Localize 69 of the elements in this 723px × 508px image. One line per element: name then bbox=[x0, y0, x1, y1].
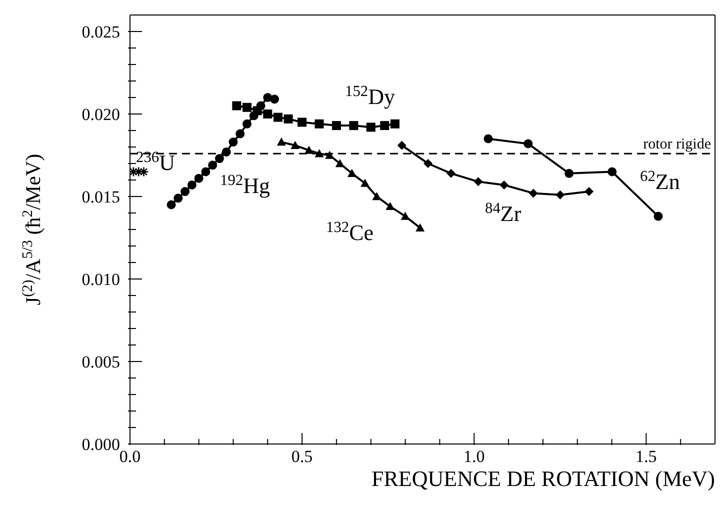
point bbox=[335, 159, 344, 168]
point bbox=[390, 119, 400, 128]
y-tick-label: 0.005 bbox=[82, 352, 120, 372]
annotation: $^{152}$Dy bbox=[345, 82, 395, 109]
x-tick-label: 1.0 bbox=[463, 447, 485, 466]
point bbox=[270, 94, 280, 104]
annotation: $^{192}$Hg bbox=[220, 172, 270, 198]
ref-line-label: rotor rigide bbox=[643, 136, 712, 153]
point bbox=[528, 188, 538, 198]
point bbox=[166, 200, 176, 210]
annotation: $^{236}$U bbox=[136, 148, 176, 175]
point bbox=[349, 121, 358, 130]
point bbox=[236, 129, 245, 138]
point bbox=[208, 160, 218, 170]
point bbox=[242, 102, 252, 112]
point bbox=[500, 180, 509, 190]
y-tick-label: 0.025 bbox=[82, 22, 120, 42]
point bbox=[187, 180, 196, 190]
point bbox=[194, 174, 204, 183]
point bbox=[332, 121, 341, 130]
point bbox=[276, 138, 286, 146]
point bbox=[174, 194, 183, 203]
y-tick-label: 0.000 bbox=[82, 435, 120, 454]
point bbox=[290, 140, 300, 149]
y-tick-label: 0.020 bbox=[82, 105, 120, 124]
point bbox=[242, 119, 252, 128]
point bbox=[252, 106, 262, 116]
point bbox=[584, 187, 594, 196]
point bbox=[386, 202, 395, 210]
point bbox=[214, 154, 224, 164]
point bbox=[524, 139, 533, 148]
point bbox=[138, 166, 149, 177]
point bbox=[424, 159, 433, 168]
point bbox=[298, 118, 307, 127]
y-tick-label: 0.010 bbox=[82, 270, 120, 289]
point bbox=[446, 168, 456, 178]
y-tick-label: 0.015 bbox=[82, 188, 120, 206]
x-tick-label: 1.5 bbox=[636, 447, 657, 466]
point bbox=[556, 190, 565, 200]
point bbox=[380, 121, 390, 130]
point bbox=[564, 168, 574, 178]
point bbox=[314, 149, 324, 158]
annotation: $^{84}$Zr bbox=[485, 200, 522, 226]
point bbox=[654, 212, 663, 221]
point bbox=[304, 146, 314, 154]
point bbox=[360, 178, 370, 187]
point bbox=[180, 187, 190, 196]
point bbox=[284, 114, 293, 124]
point bbox=[228, 138, 238, 147]
point bbox=[372, 192, 382, 200]
point bbox=[201, 167, 210, 176]
point bbox=[366, 122, 376, 132]
point bbox=[314, 119, 324, 128]
point bbox=[397, 140, 406, 150]
point bbox=[263, 110, 272, 118]
point bbox=[400, 212, 410, 220]
point bbox=[232, 101, 242, 110]
annotation: $^{132}$Ce bbox=[326, 218, 374, 245]
x-tick-label: 0.5 bbox=[291, 447, 313, 466]
point bbox=[222, 147, 231, 156]
point bbox=[608, 167, 617, 176]
x-tick-label: 0.0 bbox=[119, 447, 141, 466]
annotation: $^{62}$Zn bbox=[640, 168, 680, 194]
point bbox=[484, 134, 493, 144]
point bbox=[474, 177, 483, 186]
x-axis-title: FREQUENCE DE ROTATION (MeV) bbox=[372, 466, 715, 491]
point bbox=[416, 223, 425, 232]
point bbox=[347, 168, 356, 177]
point bbox=[273, 112, 282, 122]
